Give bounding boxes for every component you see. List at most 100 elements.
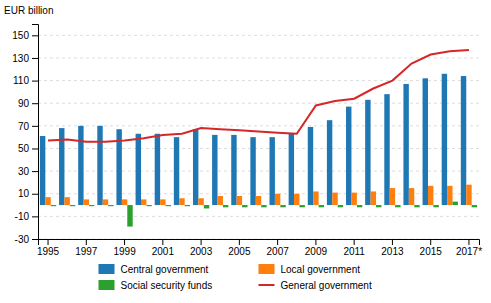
bar (376, 205, 381, 207)
bar (141, 199, 146, 205)
x-tick-mark (201, 239, 202, 245)
y-tick: 150 (12, 30, 38, 41)
bar (160, 199, 165, 205)
x-tick-mark (277, 239, 278, 245)
bar (84, 199, 89, 205)
bar (390, 188, 395, 205)
bar (313, 191, 318, 205)
x-tick-mark (239, 239, 240, 245)
y-tick-label: 50 (18, 143, 30, 154)
bar (223, 205, 228, 207)
legend-label: General government (281, 280, 372, 291)
bar (472, 205, 477, 207)
x-tick-mark (48, 239, 49, 245)
bar (64, 197, 69, 205)
bar (103, 199, 108, 205)
bar (218, 196, 223, 205)
bar (428, 186, 433, 205)
line (48, 50, 469, 142)
bar (357, 205, 362, 207)
grid-line (38, 171, 479, 172)
bar (193, 129, 198, 205)
bar (185, 205, 190, 206)
grid-line (38, 80, 479, 81)
x-tick-mark (392, 239, 393, 245)
y-axis-title: EUR billion (4, 5, 53, 16)
x-tick-label: 2009 (305, 246, 328, 257)
x-tick: 1995 (37, 239, 60, 257)
y-tick: 110 (13, 75, 38, 86)
bar (270, 137, 275, 205)
bar (308, 127, 313, 205)
bar (423, 78, 428, 205)
bar (231, 135, 236, 205)
y-tick-label: 90 (18, 98, 30, 109)
bar (338, 205, 343, 207)
y-tick-mark (32, 148, 38, 149)
marks (40, 50, 477, 227)
legend-item: Central government (99, 264, 209, 275)
x-tick-mark (315, 239, 316, 245)
bar (327, 120, 332, 205)
plot: -30-101030507090110130150199519971999200… (12, 25, 482, 258)
y-tick-label: 130 (12, 53, 29, 64)
x-tick-mark (86, 239, 87, 245)
x-tick: 2007 (267, 239, 290, 257)
y-tick-label: 150 (12, 30, 29, 41)
x-tick-label: 2007 (267, 246, 290, 257)
x-tick-label: 2017* (456, 246, 482, 257)
bar (289, 134, 294, 205)
bar (174, 137, 179, 205)
grid (38, 35, 479, 239)
x-tick: 2015 (420, 239, 443, 257)
x-tick-mark (430, 239, 431, 245)
y-tick: 130 (12, 53, 38, 64)
x-tick: 2017* (456, 239, 482, 257)
bar (45, 197, 50, 205)
y-tick-label: 70 (18, 121, 30, 132)
bar (442, 74, 447, 205)
legend-swatch (259, 264, 275, 274)
x-tick-label: 2003 (190, 246, 213, 257)
bar (51, 205, 56, 206)
y-tick-label: 30 (18, 166, 30, 177)
y-tick: 10 (18, 188, 38, 199)
x-tick-mark (354, 239, 355, 245)
bar (433, 205, 438, 207)
x-axis-line (39, 240, 480, 246)
bar (384, 94, 389, 205)
grid-line (38, 216, 479, 217)
bar (453, 202, 458, 205)
y-axis: -30 -10 10 30 50 70 90 110 130 150 (12, 25, 38, 245)
bar (280, 205, 285, 207)
legend-item: General government (259, 280, 372, 291)
y-tick: -10 (15, 211, 38, 222)
x-tick: 2003 (190, 239, 213, 257)
legend-swatch (259, 284, 275, 286)
y-tick: -30 (15, 234, 38, 245)
y-tick: 30 (18, 166, 38, 177)
y-tick-mark (32, 194, 38, 195)
grid-line (38, 125, 479, 126)
bar-series (51, 202, 477, 227)
bar (97, 126, 102, 205)
y-tick-mark (32, 35, 38, 36)
grid-line (38, 57, 479, 58)
x-tick-label: 1995 (37, 246, 60, 257)
x-tick-label: 2013 (381, 246, 404, 257)
bar (166, 205, 171, 206)
bar (403, 84, 408, 205)
grid-line (38, 103, 479, 104)
bar (146, 205, 151, 206)
legend-swatch (99, 280, 115, 290)
bar (89, 205, 94, 206)
bar (461, 76, 466, 205)
bar (179, 198, 184, 205)
bar (127, 205, 132, 227)
grid-line (38, 148, 479, 149)
y-tick-label: 10 (18, 188, 30, 199)
y-tick-label: -30 (15, 234, 30, 245)
legend-label: Local government (281, 264, 361, 275)
bar (250, 137, 255, 205)
bar (447, 186, 452, 205)
